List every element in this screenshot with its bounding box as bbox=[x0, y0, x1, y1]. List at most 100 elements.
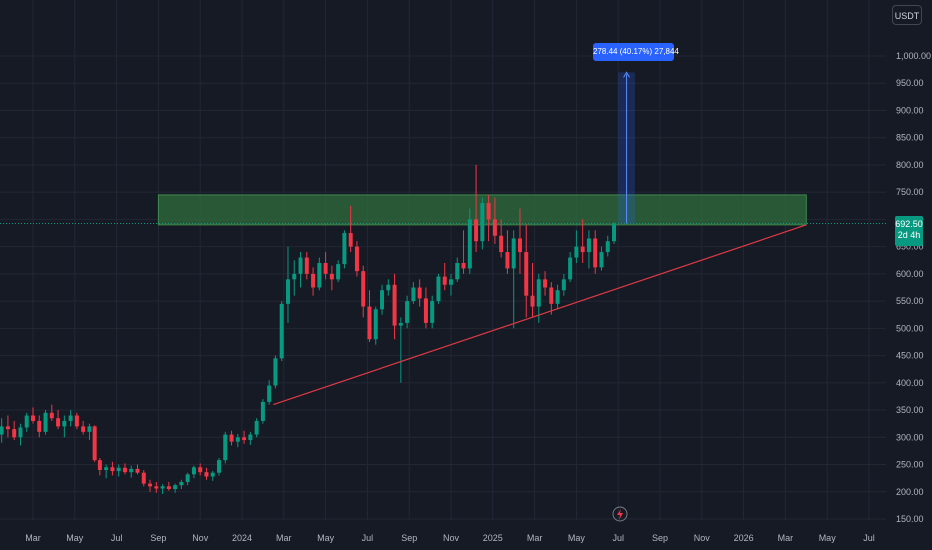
candle-body bbox=[599, 252, 604, 268]
candle-body bbox=[505, 252, 510, 269]
candle-body bbox=[74, 415, 79, 427]
candle-body bbox=[24, 415, 29, 428]
time-tick-label: Nov bbox=[192, 533, 209, 543]
candle-body bbox=[555, 290, 560, 304]
bar-countdown: 2d 4h bbox=[897, 230, 921, 240]
time-tick-label: 2024 bbox=[232, 533, 252, 543]
candle-body bbox=[217, 460, 222, 473]
candle-body bbox=[430, 301, 435, 323]
candle-body bbox=[191, 467, 196, 475]
candle-body bbox=[524, 252, 529, 296]
candle-body bbox=[467, 219, 472, 269]
candle-body bbox=[31, 415, 35, 421]
candle-body bbox=[323, 262, 328, 274]
time-tick-label: Nov bbox=[443, 533, 460, 543]
measure-tool[interactable] bbox=[618, 71, 635, 224]
candle-body bbox=[511, 238, 516, 269]
candle-body bbox=[173, 485, 178, 490]
time-axis[interactable]: Mar May Jul Sep Nov 2024 Mar May Jul Sep Nov 2025 Ma… bbox=[25, 533, 875, 543]
candle-body bbox=[267, 385, 272, 402]
candle-body bbox=[373, 309, 378, 340]
trendline-layer[interactable] bbox=[273, 224, 807, 406]
price-tick-label: 350.00 bbox=[896, 405, 924, 415]
candle-body bbox=[81, 426, 86, 432]
candle-body bbox=[292, 273, 297, 280]
candle-body bbox=[104, 467, 109, 470]
candle-body bbox=[461, 262, 466, 269]
event-marker[interactable] bbox=[612, 506, 628, 522]
event-marker-circle bbox=[612, 506, 628, 522]
candle-body bbox=[499, 235, 504, 253]
candle-body bbox=[317, 262, 322, 288]
measure-label[interactable]: 278.44 (40.17%) 27,844 bbox=[593, 43, 679, 61]
candle-body bbox=[110, 467, 115, 472]
candle-body bbox=[398, 322, 403, 326]
candle-body bbox=[561, 279, 566, 291]
time-tick-label: 2026 bbox=[734, 533, 754, 543]
candle-body bbox=[92, 426, 97, 461]
candle-body bbox=[367, 306, 372, 340]
time-tick-label: May bbox=[317, 533, 335, 543]
price-tick-label: 950.00 bbox=[896, 78, 924, 88]
candle-body bbox=[135, 468, 140, 473]
price-tick-label: 550.00 bbox=[896, 296, 924, 306]
resistance-zone[interactable] bbox=[0, 194, 886, 226]
time-tick-label: Sep bbox=[652, 533, 668, 543]
candle-body bbox=[68, 415, 73, 421]
candle-body bbox=[304, 257, 309, 274]
candle-body bbox=[235, 437, 240, 442]
candle-body bbox=[543, 279, 548, 288]
candle-body bbox=[405, 301, 410, 323]
candle-body bbox=[43, 412, 48, 432]
candle-body bbox=[179, 481, 184, 486]
candle-body bbox=[492, 219, 497, 236]
candle-body bbox=[12, 429, 17, 438]
candle-body bbox=[593, 238, 598, 268]
candle-body bbox=[154, 486, 159, 489]
candle-body bbox=[0, 426, 4, 435]
price-tick-label: 250.00 bbox=[896, 460, 924, 470]
price-tick-label: 1,000.00 bbox=[896, 51, 931, 61]
candle-body bbox=[229, 434, 234, 442]
candle-body bbox=[37, 420, 42, 432]
candle-body bbox=[436, 276, 441, 302]
candle-body bbox=[380, 290, 385, 310]
price-tick-label: 400.00 bbox=[896, 378, 924, 388]
time-tick-label: Mar bbox=[778, 533, 794, 543]
candle-body bbox=[442, 276, 447, 285]
lightning-icon bbox=[617, 509, 623, 520]
candle-body bbox=[141, 472, 146, 484]
time-tick-label: Jul bbox=[111, 533, 123, 543]
currency-button[interactable]: USDT bbox=[892, 5, 922, 25]
time-tick-label: Nov bbox=[694, 533, 711, 543]
candle-body bbox=[411, 287, 416, 302]
candle-body bbox=[342, 233, 347, 265]
time-tick-label: Jul bbox=[863, 533, 875, 543]
candle-body bbox=[210, 472, 215, 477]
candle-body bbox=[361, 271, 366, 307]
candle-body bbox=[122, 467, 127, 473]
candle-body bbox=[486, 203, 491, 220]
support-trendline bbox=[273, 224, 807, 406]
time-tick-label: May bbox=[66, 533, 84, 543]
candle-body bbox=[18, 427, 23, 438]
candle-body bbox=[87, 426, 92, 432]
candle-body bbox=[248, 434, 253, 441]
chart-grid bbox=[0, 0, 886, 520]
candle-body bbox=[612, 223, 617, 242]
candle-body bbox=[56, 418, 61, 427]
time-tick-label: Mar bbox=[25, 533, 41, 543]
candle-body bbox=[568, 257, 573, 280]
candle-body bbox=[449, 279, 453, 285]
candle-body bbox=[474, 219, 479, 242]
candle-body bbox=[392, 284, 397, 326]
candle-body bbox=[586, 238, 591, 253]
price-axis[interactable]: 1,000.00950.00900.00850.00800.00750.0070… bbox=[896, 51, 931, 524]
price-tick-label: 200.00 bbox=[896, 487, 924, 497]
price-tick-label: 900.00 bbox=[896, 105, 924, 115]
candle-body bbox=[166, 486, 171, 490]
candlestick-series bbox=[0, 164, 617, 494]
candle-body bbox=[242, 437, 247, 441]
time-tick-label: Sep bbox=[150, 533, 166, 543]
